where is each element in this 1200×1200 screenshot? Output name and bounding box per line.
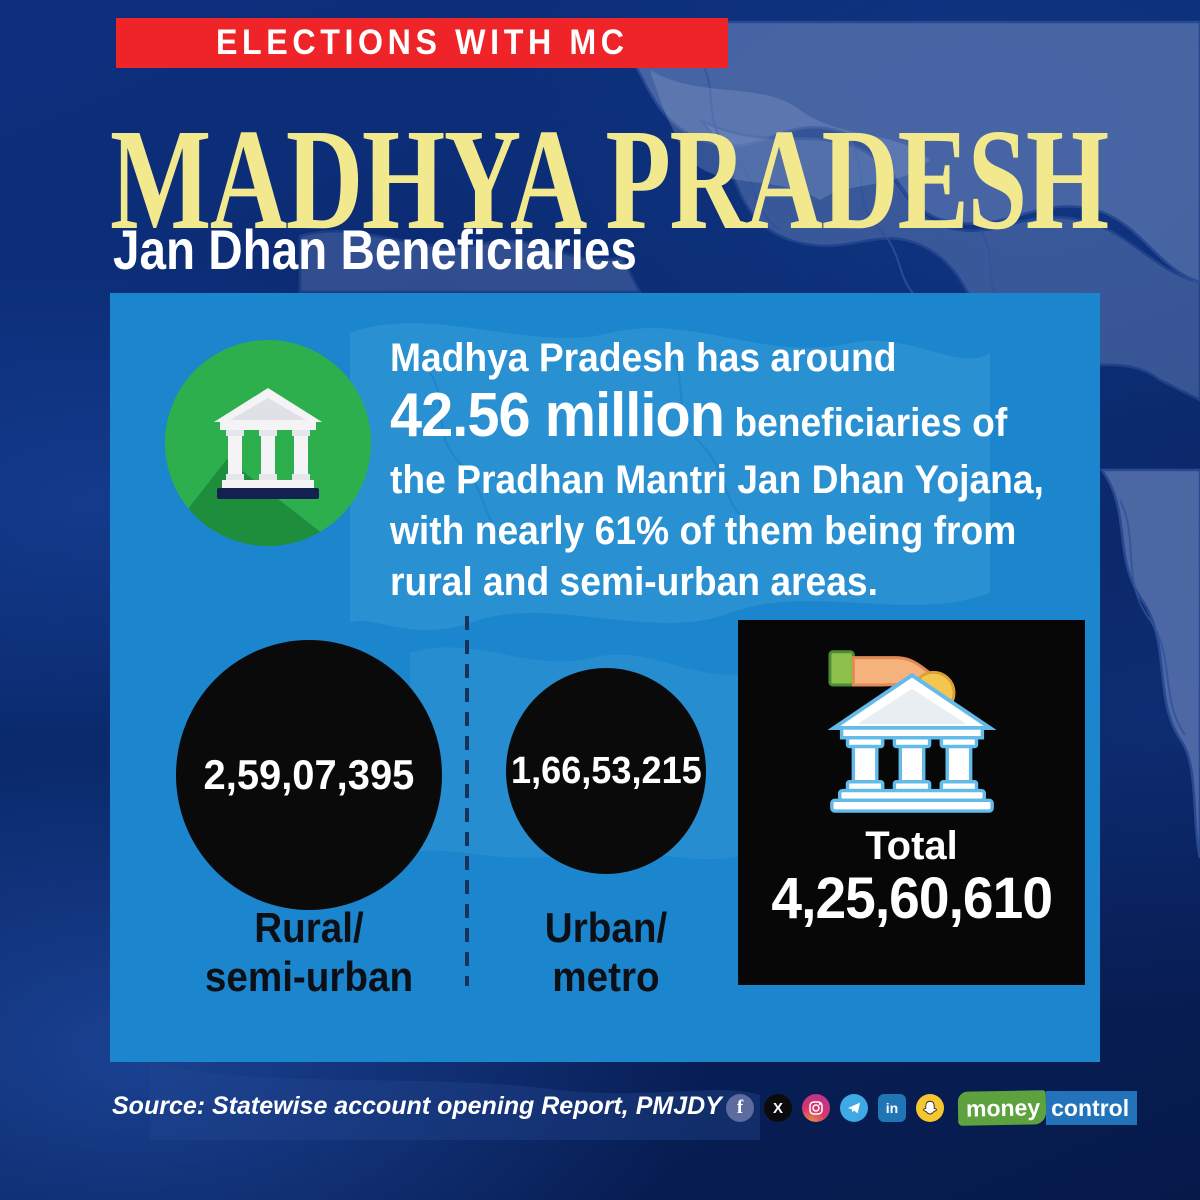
total-box: Total 4,25,60,610 (738, 620, 1085, 985)
highlight-figure: 42.56 million (390, 381, 725, 450)
elections-banner-label: ELECTIONS WITH MC (215, 23, 629, 62)
summary-line-5: rural and semi-urban areas. (390, 560, 878, 604)
info-card: Madhya Pradesh has around 42.56 million … (110, 293, 1100, 1062)
bank-deposit-icon (826, 650, 997, 813)
x-glyph: X (772, 1099, 783, 1117)
urban-label: Urban/ metro (514, 903, 698, 1001)
urban-stat-bubble: 1,66,53,215 (506, 668, 706, 874)
summary-line-2: 42.56 million beneficiaries of (390, 384, 1078, 455)
linkedin-icon[interactable]: in (878, 1094, 906, 1122)
page-title: MADHYA PRADESH (110, 100, 1109, 260)
urban-label-line2: metro (552, 953, 660, 1000)
telegram-icon[interactable] (840, 1094, 868, 1122)
summary-line-2-rest: beneficiaries of (724, 401, 1008, 445)
summary-line-4: with nearly 61% of them being from (390, 509, 1017, 553)
moneycontrol-logo-money: money (957, 1090, 1047, 1126)
page-subtitle: Jan Dhan Beneficiaries (113, 218, 637, 281)
map-highlight-region (650, 70, 930, 200)
elections-banner: ELECTIONS WITH MC (116, 18, 728, 68)
snapchat-icon[interactable] (916, 1094, 944, 1122)
rural-label-line2: semi-urban (204, 953, 414, 1000)
social-row: f X in money control (726, 1090, 1138, 1126)
bank-badge (165, 340, 371, 546)
summary-line-3: the Pradhan Mantri Jan Dhan Yojana, (390, 458, 1044, 502)
urban-value: 1,66,53,215 (510, 749, 702, 792)
x-icon[interactable]: X (764, 1094, 792, 1122)
urban-label-line1: Urban/ (544, 904, 668, 951)
summary-line-1: Madhya Pradesh has around (390, 336, 897, 380)
linkedin-glyph: in (885, 1100, 899, 1116)
total-label: Total (865, 824, 958, 868)
rural-label-line1: Rural/ (254, 904, 364, 951)
source-note: Source: Statewise account opening Report… (112, 1092, 722, 1120)
rural-label: Rural/ semi-urban (180, 903, 438, 1001)
rural-value: 2,59,07,395 (203, 751, 415, 798)
moneycontrol-logo-control: control (1046, 1091, 1138, 1125)
dashed-divider (465, 616, 469, 986)
bank-icon (214, 388, 322, 499)
instagram-icon[interactable] (802, 1094, 830, 1122)
facebook-glyph: f (736, 1097, 744, 1118)
total-value: 4,25,60,610 (771, 866, 1053, 931)
moneycontrol-logo: money control (957, 1090, 1138, 1126)
rural-stat-bubble: 2,59,07,395 (176, 640, 442, 910)
facebook-icon[interactable]: f (726, 1094, 754, 1122)
summary-paragraph: Madhya Pradesh has around 42.56 million … (390, 333, 1078, 608)
